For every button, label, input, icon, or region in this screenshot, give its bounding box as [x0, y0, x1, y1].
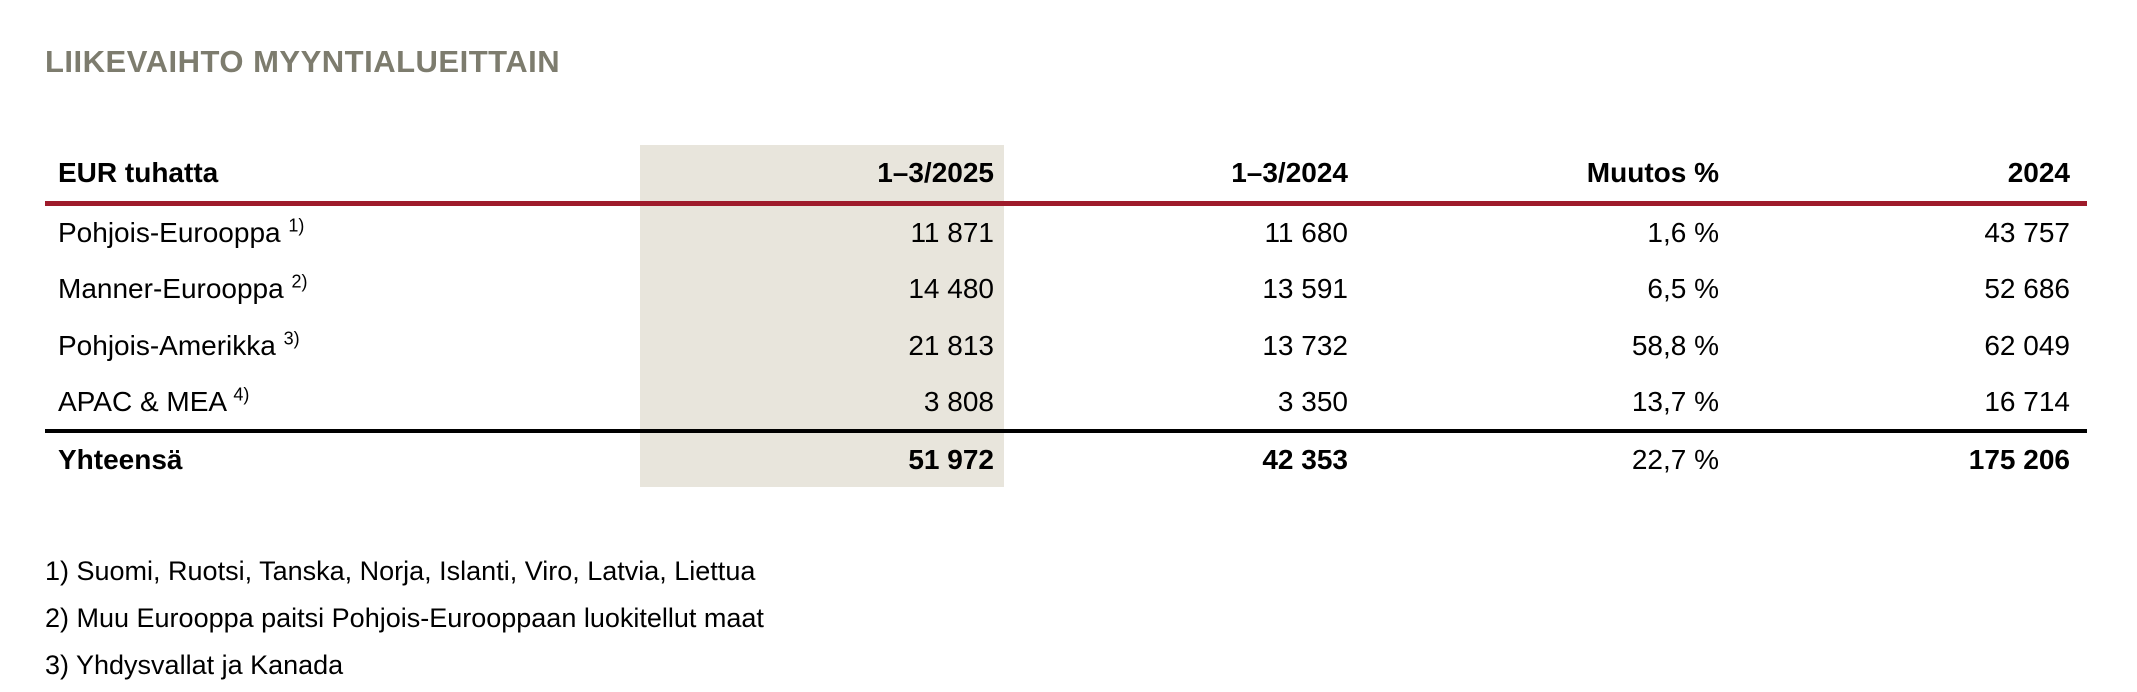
- cell-change-percent: 6,5 %: [1647, 272, 1719, 304]
- column-header-eur-tuhatta: EUR tuhatta: [45, 145, 640, 206]
- table-row: Pohjois-Amerikka 3) 21 813 13 732 58,8 %…: [45, 317, 2087, 374]
- total-row-label: Yhteensä: [45, 429, 640, 487]
- cell-full-year: 16 714: [1984, 385, 2070, 417]
- table-header-row: EUR tuhatta 1–3/2025 1–3/2024 Muutos % 2…: [45, 145, 2087, 206]
- footnotes: 1) Suomi, Ruotsi, Tanska, Norja, Islanti…: [45, 548, 764, 689]
- row-label: Pohjois-Amerikka 3): [58, 328, 300, 361]
- table-row: Pohjois-Eurooppa 1) 11 871 11 680 1,6 % …: [45, 203, 2087, 260]
- column-header-full-year: 2024: [1731, 145, 2087, 206]
- footnote-marker: 3): [283, 328, 300, 349]
- cell-period-prior: 13 591: [1262, 272, 1348, 304]
- column-header-period-current: 1–3/2025: [640, 145, 1004, 206]
- total-full-year: 175 206: [1731, 429, 2087, 487]
- row-label: APAC & MEA 4): [58, 384, 250, 417]
- cell-period-prior: 13 732: [1262, 329, 1348, 361]
- cell-period-prior: 11 680: [1264, 216, 1348, 248]
- cell-period-current: 3 808: [640, 374, 1004, 431]
- page-title: LIIKEVAIHTO MYYNTIALUEITTAIN: [45, 44, 561, 79]
- footnote-marker: 1): [288, 215, 305, 236]
- footnote-line: 1) Suomi, Ruotsi, Tanska, Norja, Islanti…: [45, 556, 756, 586]
- table-row: Manner-Eurooppa 2) 14 480 13 591 6,5 % 5…: [45, 260, 2087, 317]
- total-period-current: 51 972: [640, 429, 1004, 487]
- footnote-marker: 2): [291, 271, 308, 292]
- cell-period-current: 21 813: [640, 317, 1004, 374]
- cell-full-year: 52 686: [1984, 272, 2070, 304]
- table-total-row: Yhteensä 51 972 42 353 22,7 % 175 206: [45, 429, 2087, 487]
- footnote-marker: 4): [233, 384, 250, 405]
- footnote-line: 2) Muu Eurooppa paitsi Pohjois-Eurooppaa…: [45, 603, 764, 633]
- footnote-line: 3) Yhdysvallat ja Kanada: [45, 650, 344, 680]
- cell-full-year: 43 757: [1984, 216, 2070, 248]
- table-row: APAC & MEA 4) 3 808 3 350 13,7 % 16 714: [45, 374, 2087, 431]
- cell-change-percent: 1,6 %: [1647, 216, 1719, 248]
- cell-period-current: 11 871: [640, 203, 1004, 260]
- column-header-change-percent: Muutos %: [1360, 145, 1731, 206]
- row-label: Manner-Eurooppa 2): [58, 271, 308, 304]
- cell-change-percent: 58,8 %: [1631, 329, 1719, 361]
- revenue-by-sales-area-table: EUR tuhatta 1–3/2025 1–3/2024 Muutos % 2…: [45, 145, 2087, 487]
- column-header-period-prior: 1–3/2024: [1004, 145, 1360, 206]
- cell-change-percent: 13,7 %: [1631, 385, 1719, 417]
- total-change-percent: 22,7 %: [1360, 429, 1731, 487]
- cell-full-year: 62 049: [1984, 329, 2070, 361]
- total-period-prior: 42 353: [1004, 429, 1360, 487]
- cell-period-prior: 3 350: [1277, 385, 1348, 417]
- cell-period-current: 14 480: [640, 260, 1004, 317]
- row-label: Pohjois-Eurooppa 1): [58, 215, 305, 248]
- table-header: EUR tuhatta 1–3/2025 1–3/2024 Muutos % 2…: [45, 145, 2087, 206]
